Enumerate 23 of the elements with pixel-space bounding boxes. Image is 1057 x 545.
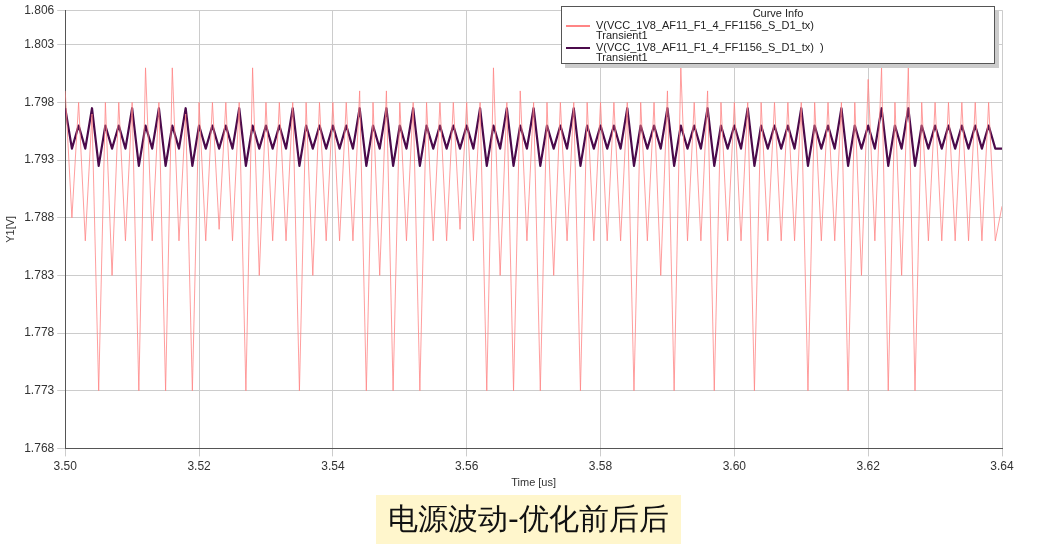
y-tick-label: 1.768	[24, 440, 55, 455]
x-tick-label: 3.52	[187, 458, 212, 473]
text: 电源波动-优化前后后	[376, 495, 681, 544]
y-tick-label: 1.773	[24, 383, 55, 398]
x-tick-label: 3.58	[588, 458, 613, 473]
legend-title: Curve Info	[751, 7, 805, 19]
legend-label: V(VCC_1V8_AF11_F1_4_FF1156_S_D1_tx) Transient1	[596, 19, 814, 41]
x-tick-label: 3.60	[722, 458, 747, 473]
x-axis-title: Time [us]	[511, 476, 557, 489]
x-tick-label: 3.54	[321, 458, 345, 473]
y-tick-label: 1.806	[24, 2, 55, 17]
y-tick-label: 1.793	[24, 152, 55, 167]
y-tick-label: 1.803	[24, 37, 55, 52]
y-tick-label: 1.778	[24, 325, 55, 340]
x-tick-label: 3.62	[856, 458, 881, 473]
x-tick-label: 3.64	[990, 458, 1014, 473]
y-tick-label: 1.788	[24, 210, 55, 225]
y-tick-label: 1.783	[24, 267, 55, 282]
x-tick-label: 3.50	[53, 458, 78, 473]
legend-label: V(VCC_1V8_AF11_F1_4_FF1156_S_D1_tx) ) Transient1	[596, 41, 824, 63]
y-tick-label: 1.798	[24, 94, 55, 109]
y-axis-title: Y1[V]	[3, 215, 16, 243]
x-tick-label: 3.56	[455, 458, 479, 473]
